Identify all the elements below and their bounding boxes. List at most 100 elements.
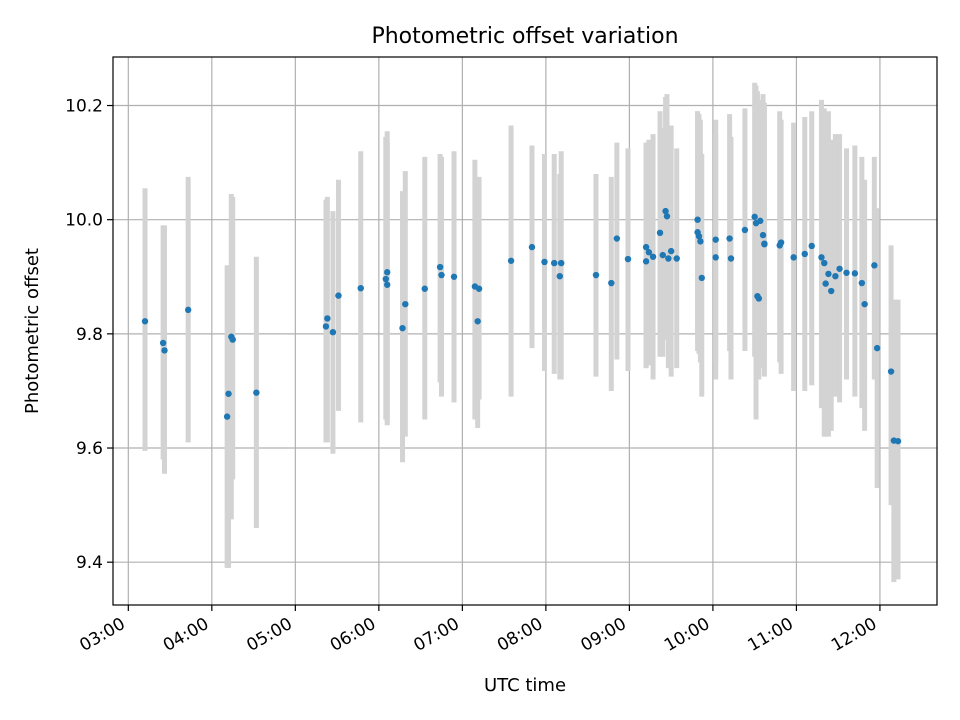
x-tick-label: 11:00 [744, 614, 796, 656]
data-point [649, 253, 657, 260]
data-point [645, 249, 653, 256]
x-tick-label: 08:00 [494, 614, 546, 656]
data-point [624, 255, 632, 263]
data-point [225, 390, 232, 397]
data-point [335, 292, 342, 299]
data-point [828, 287, 835, 295]
data-point [777, 239, 785, 246]
data-point [712, 254, 719, 261]
x-tick-label: 12:00 [828, 614, 880, 656]
data-point [761, 240, 768, 247]
data-point [608, 279, 615, 287]
data-point [858, 279, 866, 287]
data-point [450, 273, 458, 280]
x-axis-label: UTC time [484, 675, 566, 696]
data-point [474, 318, 481, 325]
data-point [843, 269, 850, 276]
data-point [887, 368, 895, 375]
data-point [801, 250, 808, 258]
data-point [399, 324, 406, 332]
data-point [822, 280, 829, 287]
data-point [161, 347, 168, 354]
x-tick-label: 07:00 [410, 614, 462, 656]
data-point [382, 275, 390, 283]
y-axis-label: Photometric offset [22, 248, 43, 414]
data-point [384, 281, 391, 288]
y-axis-ticks: 9.4 9.6 9.8 10.0 10.2 [65, 97, 113, 573]
data-point [613, 235, 621, 242]
data-point [751, 213, 758, 221]
data-point [592, 271, 600, 279]
data-point [741, 226, 749, 234]
data-point [663, 213, 671, 220]
y-tick-label: 9.8 [76, 325, 103, 345]
plot-frame [112, 56, 938, 606]
chart-title: Photometric offset variation [371, 24, 678, 49]
data-point [790, 254, 797, 261]
data-point [528, 243, 536, 251]
y-tick-label: 9.6 [76, 439, 103, 459]
x-tick-label: 10:00 [661, 614, 713, 656]
x-tick-label: 04:00 [160, 614, 212, 656]
data-point [712, 236, 719, 243]
data-point [832, 273, 839, 280]
data-point [726, 235, 733, 242]
x-tick-label: 05:00 [243, 614, 295, 656]
data-point [642, 243, 650, 251]
data-point [253, 389, 260, 396]
data-point [475, 285, 483, 292]
data-point [159, 339, 167, 347]
data-point [818, 254, 825, 261]
data-point [851, 270, 859, 277]
data-point [808, 242, 815, 250]
data-point [695, 233, 703, 240]
data-point [357, 284, 364, 292]
data-point [436, 263, 444, 271]
data-point [229, 336, 236, 343]
data-point [656, 229, 664, 237]
x-tick-label: 06:00 [327, 614, 379, 656]
data-point [662, 207, 669, 215]
data-point [825, 270, 832, 278]
data-point [556, 273, 563, 280]
data-point [223, 413, 231, 420]
data-point [324, 315, 331, 322]
data-point [667, 247, 675, 255]
data-point [836, 265, 843, 272]
data-point [894, 437, 902, 445]
data-point [541, 258, 548, 266]
data-point [438, 271, 445, 279]
data-point [184, 306, 192, 314]
data-point [873, 344, 881, 352]
data-point [697, 238, 704, 245]
data-point [329, 328, 337, 336]
data-point [141, 318, 149, 325]
y-tick-label: 9.4 [76, 553, 103, 573]
data-point [698, 274, 705, 282]
data-point [759, 231, 767, 239]
error-bars [142, 82, 901, 583]
data-point [821, 259, 828, 267]
data-point [557, 259, 565, 267]
data-point [642, 258, 650, 265]
data-point [659, 251, 666, 259]
data-point [665, 255, 672, 262]
data-point [507, 257, 515, 264]
data-point [755, 295, 763, 302]
data-point [861, 300, 868, 308]
data-point [673, 255, 680, 262]
data-point [421, 285, 428, 292]
data-points [141, 207, 902, 445]
data-point [757, 217, 764, 225]
x-axis-ticks: 03:00 04:00 05:00 06:00 07:00 08:00 09:00 10:00… [76, 605, 881, 656]
data-point [694, 216, 701, 223]
data-point [727, 255, 735, 262]
y-tick-label: 10.0 [65, 211, 103, 231]
data-point [384, 269, 391, 276]
data-point [402, 300, 409, 308]
data-point [871, 262, 878, 269]
x-tick-label: 09:00 [577, 614, 629, 656]
y-tick-label: 10.2 [65, 97, 103, 117]
x-tick-label: 03:00 [76, 614, 128, 656]
